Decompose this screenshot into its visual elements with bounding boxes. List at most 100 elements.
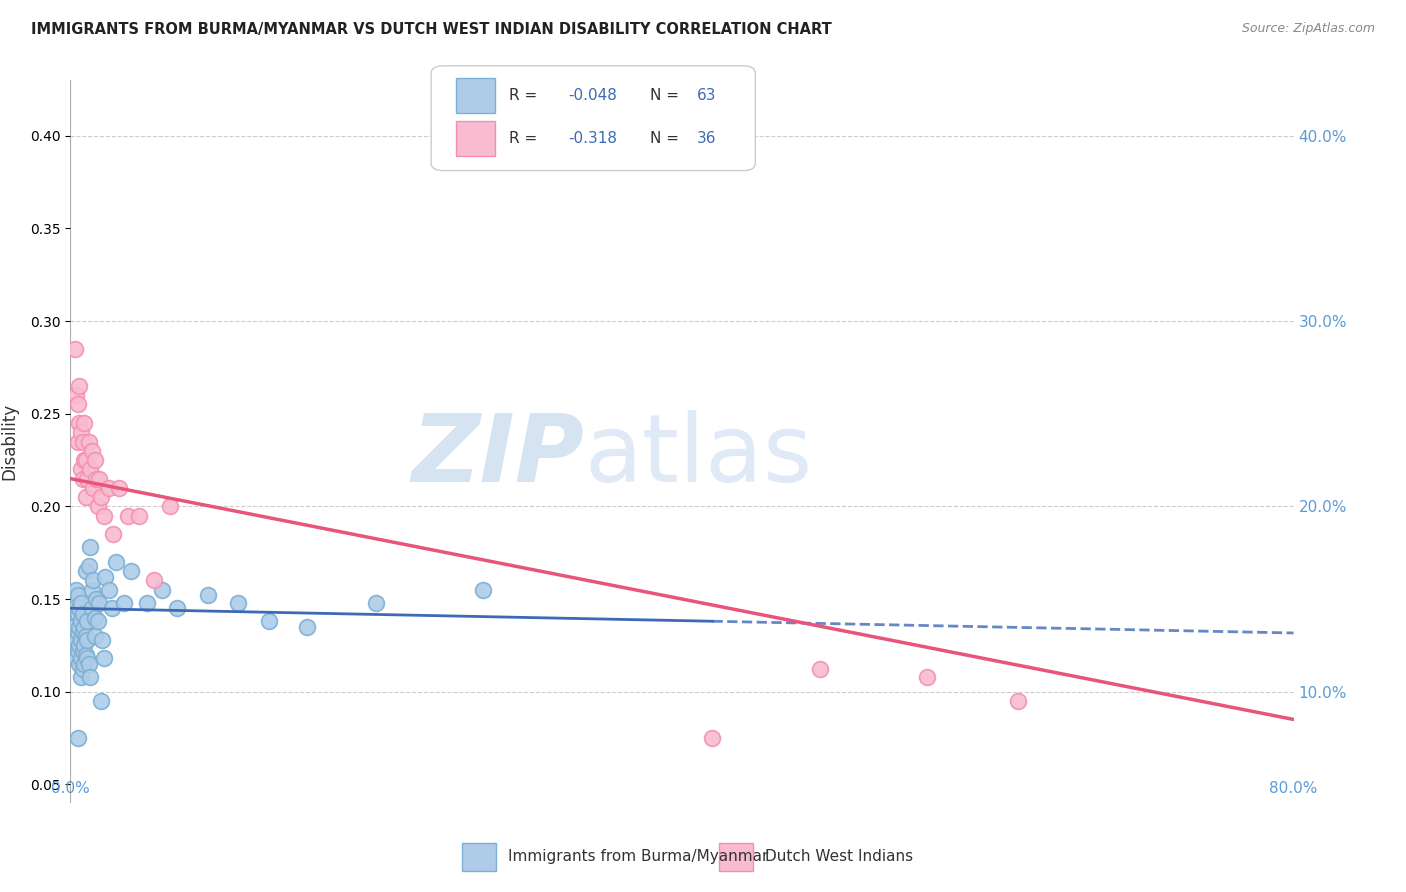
Point	[66, 731, 89, 745]
Point	[1007, 694, 1029, 708]
Point	[62, 620, 84, 634]
Point	[150, 582, 173, 597]
Point	[63, 638, 86, 652]
Point	[112, 596, 135, 610]
Text: IMMIGRANTS FROM BURMA/MYANMAR VS DUTCH WEST INDIAN DISABILITY CORRELATION CHART: IMMIGRANTS FROM BURMA/MYANMAR VS DUTCH W…	[31, 22, 832, 37]
Text: N =: N =	[650, 131, 683, 146]
Point	[75, 490, 97, 504]
Point	[72, 472, 94, 486]
Point	[702, 731, 724, 745]
Point	[472, 582, 495, 597]
Point	[73, 453, 96, 467]
Text: R =: R =	[509, 131, 547, 146]
Point	[159, 500, 181, 514]
Point	[97, 582, 120, 597]
Point	[166, 601, 188, 615]
Point	[69, 638, 91, 652]
Text: -0.318: -0.318	[568, 131, 617, 146]
Point	[75, 564, 97, 578]
Point	[915, 670, 938, 684]
Point	[69, 657, 91, 671]
Text: 36: 36	[696, 131, 716, 146]
Point	[121, 564, 143, 578]
Point	[66, 625, 89, 640]
Point	[65, 651, 87, 665]
Point	[76, 614, 98, 628]
Y-axis label: Disability: Disability	[1, 403, 18, 480]
Point	[72, 662, 94, 676]
Text: 63: 63	[696, 88, 716, 103]
Point	[80, 582, 103, 597]
Point	[75, 629, 97, 643]
Point	[79, 670, 101, 684]
Point	[87, 500, 110, 514]
Point	[70, 651, 93, 665]
Point	[100, 601, 122, 615]
Point	[77, 434, 100, 449]
Text: 80.0%: 80.0%	[1270, 781, 1317, 797]
Point	[91, 632, 114, 647]
Point	[76, 651, 98, 665]
Point	[77, 657, 100, 671]
Point	[69, 601, 91, 615]
Point	[72, 607, 94, 621]
Point	[73, 620, 96, 634]
Point	[76, 632, 98, 647]
Text: ZIP: ZIP	[411, 410, 583, 502]
Point	[66, 644, 89, 658]
Point	[80, 601, 103, 615]
Point	[69, 416, 91, 430]
Text: R =: R =	[509, 88, 543, 103]
Point	[135, 596, 157, 610]
FancyBboxPatch shape	[456, 78, 495, 112]
Point	[297, 620, 319, 634]
Point	[117, 508, 139, 523]
Point	[77, 558, 100, 573]
Text: Source: ZipAtlas.com: Source: ZipAtlas.com	[1241, 22, 1375, 36]
Point	[94, 570, 117, 584]
Point	[66, 434, 89, 449]
Point	[70, 462, 93, 476]
FancyBboxPatch shape	[456, 121, 495, 156]
Point	[84, 472, 107, 486]
Point	[70, 425, 93, 440]
FancyBboxPatch shape	[461, 843, 496, 871]
Point	[69, 620, 91, 634]
Text: atlas: atlas	[583, 410, 813, 502]
Text: Immigrants from Burma/Myanmar: Immigrants from Burma/Myanmar	[508, 849, 769, 864]
Point	[72, 625, 94, 640]
Point	[66, 607, 89, 621]
Point	[70, 670, 93, 684]
Point	[65, 582, 87, 597]
FancyBboxPatch shape	[432, 66, 755, 170]
Point	[80, 443, 103, 458]
Point	[89, 596, 111, 610]
Point	[197, 588, 219, 602]
Text: N =: N =	[650, 88, 683, 103]
Point	[143, 574, 166, 588]
FancyBboxPatch shape	[718, 843, 752, 871]
Text: Dutch West Indians: Dutch West Indians	[765, 849, 914, 864]
Point	[69, 379, 91, 393]
Point	[82, 481, 104, 495]
Point	[72, 644, 94, 658]
Point	[128, 508, 150, 523]
Point	[73, 638, 96, 652]
Point	[65, 632, 87, 647]
Text: -0.048: -0.048	[568, 88, 617, 103]
Point	[257, 614, 280, 628]
Point	[70, 632, 93, 647]
Point	[66, 397, 89, 411]
Point	[90, 694, 112, 708]
Point	[79, 462, 101, 476]
Point	[65, 388, 87, 402]
Point	[97, 481, 120, 495]
Point	[83, 629, 105, 643]
Point	[105, 555, 128, 569]
Point	[66, 588, 89, 602]
Point	[366, 596, 388, 610]
Point	[83, 610, 105, 624]
Point	[70, 596, 93, 610]
Point	[808, 662, 831, 676]
Point	[75, 648, 97, 662]
